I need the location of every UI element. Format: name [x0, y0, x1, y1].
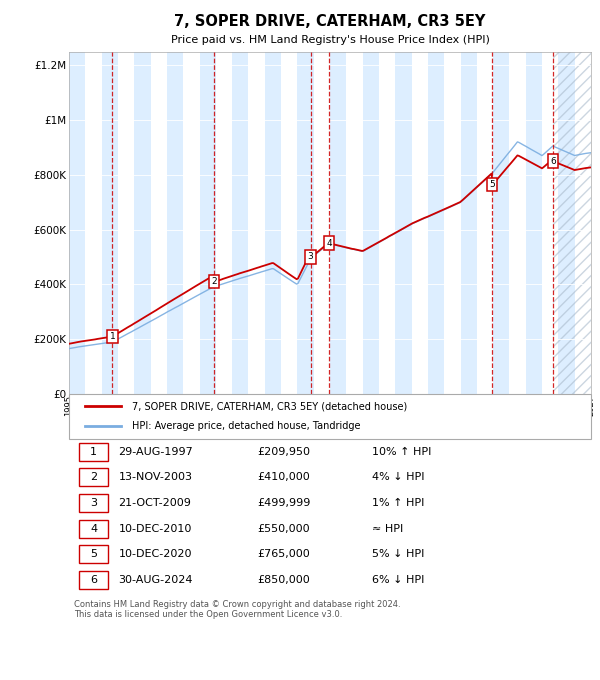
Bar: [69, 52, 85, 394]
Bar: [428, 52, 444, 394]
FancyBboxPatch shape: [79, 494, 108, 512]
Text: £499,999: £499,999: [257, 498, 310, 508]
Text: 1% ↑ HPI: 1% ↑ HPI: [372, 498, 424, 508]
Bar: [216, 52, 232, 394]
Text: 10-DEC-2010: 10-DEC-2010: [119, 524, 192, 534]
Bar: [379, 52, 395, 394]
Text: 7, SOPER DRIVE, CATERHAM, CR3 5EY: 7, SOPER DRIVE, CATERHAM, CR3 5EY: [175, 14, 485, 29]
Text: 4% ↓ HPI: 4% ↓ HPI: [372, 473, 424, 482]
Bar: [346, 52, 362, 394]
Text: 5% ↓ HPI: 5% ↓ HPI: [372, 549, 424, 560]
Bar: [559, 52, 575, 394]
Bar: [101, 52, 118, 394]
Text: 10% ↑ HPI: 10% ↑ HPI: [372, 447, 431, 457]
Bar: [553, 52, 591, 394]
Bar: [183, 52, 199, 394]
Bar: [151, 52, 167, 394]
Text: 10-DEC-2020: 10-DEC-2020: [119, 549, 192, 560]
Bar: [199, 52, 216, 394]
Text: 1: 1: [90, 447, 97, 457]
Bar: [542, 52, 559, 394]
Bar: [298, 52, 314, 394]
Text: 2: 2: [90, 473, 97, 482]
FancyBboxPatch shape: [79, 545, 108, 564]
Text: £410,000: £410,000: [257, 473, 310, 482]
Text: £550,000: £550,000: [257, 524, 310, 534]
Text: Price paid vs. HM Land Registry's House Price Index (HPI): Price paid vs. HM Land Registry's House …: [170, 35, 490, 45]
Bar: [248, 52, 265, 394]
Bar: [412, 52, 428, 394]
Text: ≈ HPI: ≈ HPI: [372, 524, 403, 534]
Bar: [362, 52, 379, 394]
Text: HPI: Average price, detached house, Tandridge: HPI: Average price, detached house, Tand…: [131, 421, 360, 431]
Bar: [330, 52, 346, 394]
Text: 6: 6: [550, 156, 556, 166]
FancyBboxPatch shape: [79, 571, 108, 589]
Text: 7, SOPER DRIVE, CATERHAM, CR3 5EY (detached house): 7, SOPER DRIVE, CATERHAM, CR3 5EY (detac…: [131, 401, 407, 411]
Text: 30-AUG-2024: 30-AUG-2024: [119, 575, 193, 585]
Text: 3: 3: [90, 498, 97, 508]
Text: 13-NOV-2003: 13-NOV-2003: [119, 473, 193, 482]
Text: 29-AUG-1997: 29-AUG-1997: [119, 447, 193, 457]
Bar: [493, 52, 509, 394]
Text: 21-OCT-2009: 21-OCT-2009: [119, 498, 191, 508]
Bar: [526, 52, 542, 394]
Text: Contains HM Land Registry data © Crown copyright and database right 2024.
This d: Contains HM Land Registry data © Crown c…: [74, 600, 401, 619]
Text: 3: 3: [308, 252, 313, 261]
Text: £765,000: £765,000: [257, 549, 310, 560]
Text: 6% ↓ HPI: 6% ↓ HPI: [372, 575, 424, 585]
Text: £209,950: £209,950: [257, 447, 310, 457]
Bar: [265, 52, 281, 394]
Text: 5: 5: [489, 180, 495, 189]
Text: 4: 4: [90, 524, 97, 534]
Bar: [85, 52, 101, 394]
Bar: [232, 52, 248, 394]
Text: 2: 2: [211, 277, 217, 286]
Bar: [553, 52, 591, 394]
Bar: [395, 52, 412, 394]
FancyBboxPatch shape: [79, 520, 108, 538]
Bar: [461, 52, 477, 394]
Bar: [281, 52, 298, 394]
Bar: [167, 52, 183, 394]
Text: 6: 6: [90, 575, 97, 585]
Text: £850,000: £850,000: [257, 575, 310, 585]
Text: 5: 5: [90, 549, 97, 560]
Bar: [477, 52, 493, 394]
Bar: [444, 52, 461, 394]
FancyBboxPatch shape: [79, 469, 108, 486]
FancyBboxPatch shape: [69, 394, 591, 439]
Bar: [314, 52, 330, 394]
Bar: [509, 52, 526, 394]
Bar: [134, 52, 151, 394]
Bar: [118, 52, 134, 394]
Text: 1: 1: [110, 332, 115, 341]
Text: 4: 4: [326, 239, 332, 248]
FancyBboxPatch shape: [79, 443, 108, 460]
Bar: [575, 52, 591, 394]
